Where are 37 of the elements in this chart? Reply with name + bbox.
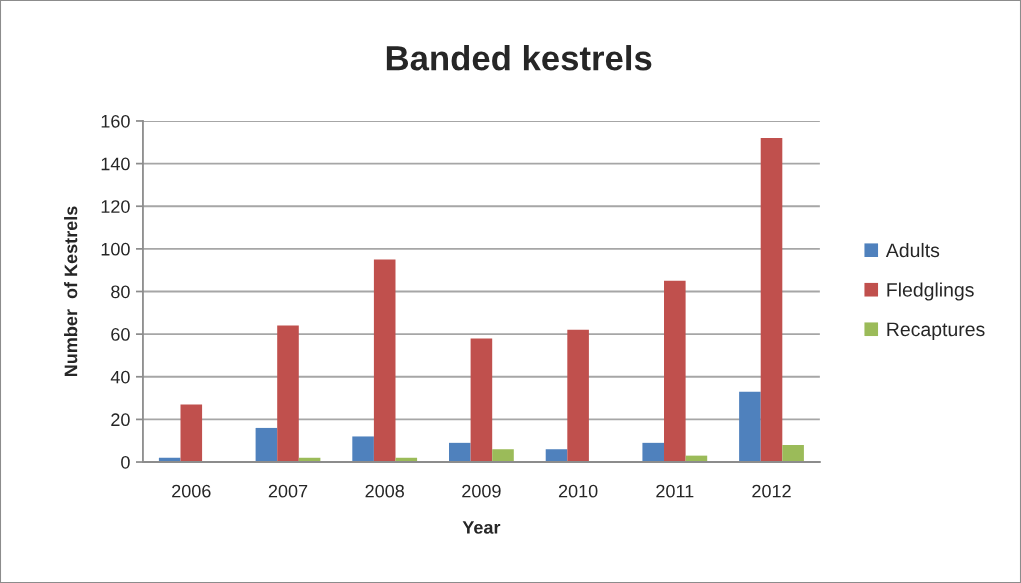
bar bbox=[545, 449, 568, 463]
bar bbox=[492, 449, 514, 463]
legend-label: Adults bbox=[885, 242, 940, 258]
bar bbox=[373, 259, 396, 463]
x-tick-label: 2009 bbox=[462, 484, 501, 498]
bar bbox=[739, 391, 761, 463]
chart-title: Banded kestrels bbox=[386, 45, 652, 71]
y-tick-label: 80 bbox=[111, 285, 130, 299]
bar bbox=[567, 329, 589, 463]
x-axis-title: Year bbox=[462, 521, 501, 534]
y-axis-title: Number of Kestrels bbox=[64, 206, 78, 377]
legend-label: Fledglings bbox=[887, 282, 974, 301]
y-tick-label: 140 bbox=[101, 157, 130, 171]
bar bbox=[255, 427, 278, 463]
y-tick-label: 120 bbox=[101, 200, 130, 213]
bar bbox=[180, 404, 203, 463]
y-tick-label: 40 bbox=[110, 370, 130, 384]
x-tick-label: 2006 bbox=[172, 484, 211, 498]
x-tick-label: 2011 bbox=[656, 484, 694, 498]
x-tick-label: 2012 bbox=[752, 484, 791, 498]
bar bbox=[352, 436, 374, 463]
x-tick-label: 2007 bbox=[268, 484, 308, 498]
legend-label: Recaptures bbox=[887, 322, 985, 341]
x-tick-label: 2010 bbox=[558, 484, 598, 498]
y-tick-label: 60 bbox=[111, 328, 130, 341]
bar bbox=[642, 442, 665, 463]
y-tick-label: 100 bbox=[101, 242, 130, 256]
bar bbox=[277, 325, 299, 463]
bar bbox=[760, 138, 783, 463]
bar bbox=[470, 338, 493, 463]
y-tick-label: 0 bbox=[121, 455, 130, 469]
y-tick-label: 160 bbox=[101, 114, 130, 128]
bar bbox=[449, 442, 471, 463]
x-tick-label: 2008 bbox=[365, 484, 404, 498]
y-tick-label: 20 bbox=[111, 413, 130, 427]
bar bbox=[782, 444, 804, 463]
bar bbox=[664, 280, 686, 463]
